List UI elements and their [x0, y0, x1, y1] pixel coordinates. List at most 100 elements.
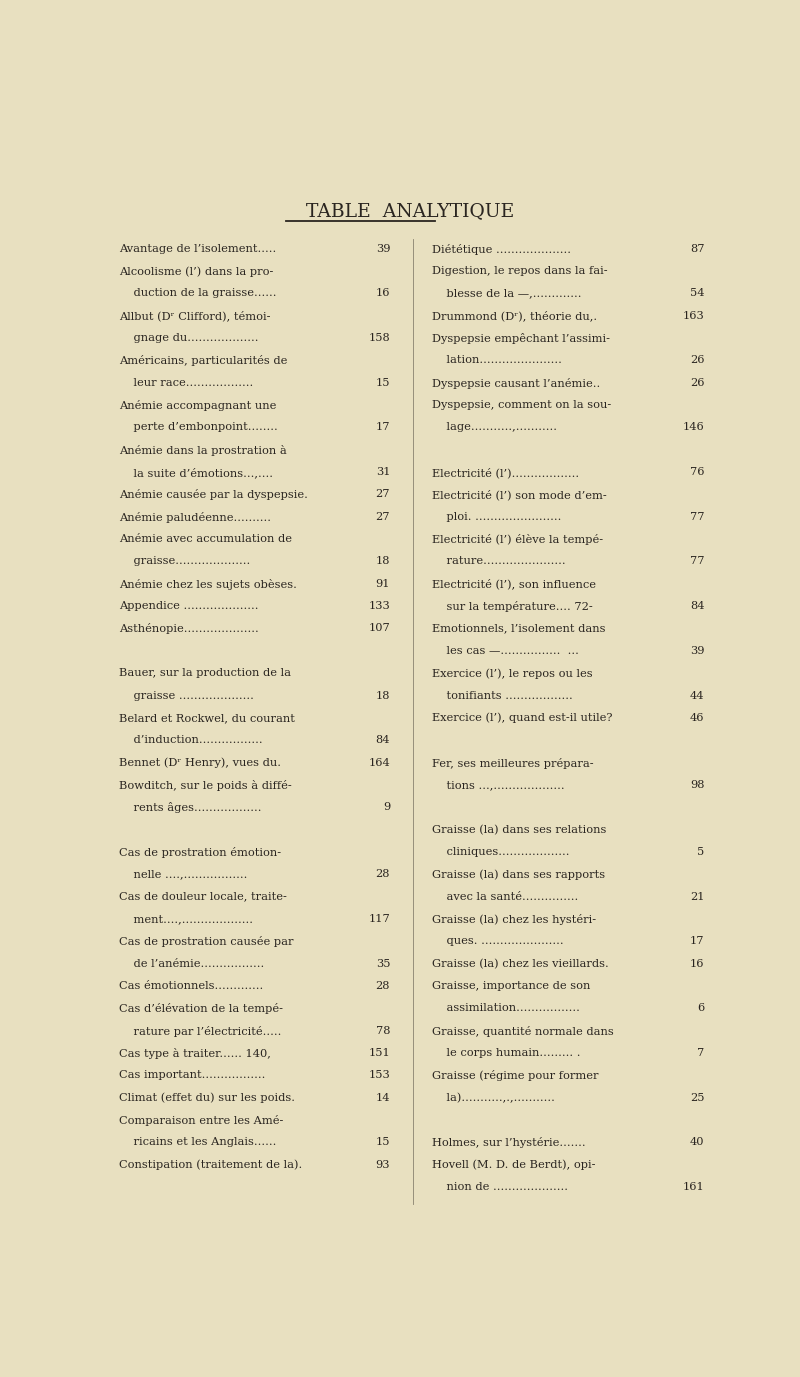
Text: 21: 21	[690, 891, 705, 902]
Text: cliniques...................: cliniques...................	[432, 847, 570, 856]
Text: Avantage de l’isolement.....: Avantage de l’isolement.....	[118, 244, 276, 253]
Text: tions ...,...................: tions ...,...................	[432, 779, 564, 790]
Text: 54: 54	[690, 288, 705, 299]
Text: Graisse (la) dans ses relations: Graisse (la) dans ses relations	[432, 825, 606, 834]
Text: Electricité (l’)..................: Electricité (l’)..................	[432, 467, 579, 478]
Text: Anémie paludéenne..........: Anémie paludéenne..........	[118, 512, 270, 523]
Text: Comparaison entre les Amé-: Comparaison entre les Amé-	[118, 1115, 283, 1126]
Text: 46: 46	[690, 713, 705, 723]
Text: 146: 146	[682, 423, 705, 432]
Text: 15: 15	[376, 1137, 390, 1147]
Text: nion de ....................: nion de ....................	[432, 1181, 568, 1192]
Text: 77: 77	[690, 556, 705, 566]
Text: 16: 16	[376, 288, 390, 299]
Text: Anémie avec accumulation de: Anémie avec accumulation de	[118, 534, 292, 544]
Text: rature......................: rature......................	[432, 556, 566, 566]
Text: tonifiants ..................: tonifiants ..................	[432, 690, 573, 701]
Text: Diététique ....................: Diététique ....................	[432, 244, 570, 255]
Text: Electricité (l’), son influence: Electricité (l’), son influence	[432, 578, 596, 589]
Text: perte d’embonpoint........: perte d’embonpoint........	[118, 423, 278, 432]
Text: Américains, particularités de: Américains, particularités de	[118, 355, 287, 366]
Text: 40: 40	[690, 1137, 705, 1147]
Text: sur la température.... 72-: sur la température.... 72-	[432, 602, 593, 613]
Text: 93: 93	[376, 1159, 390, 1169]
Text: Holmes, sur l’hystérie.......: Holmes, sur l’hystérie.......	[432, 1137, 586, 1148]
Text: Bennet (Dʳ Henry), vues du.: Bennet (Dʳ Henry), vues du.	[118, 757, 281, 768]
Text: 27: 27	[376, 512, 390, 522]
Text: 78: 78	[376, 1026, 390, 1036]
Text: 17: 17	[690, 936, 705, 946]
Text: Dyspepsie empêchant l’assimi-: Dyspepsie empêchant l’assimi-	[432, 333, 610, 344]
Text: 98: 98	[690, 779, 705, 790]
Text: Cas important.................: Cas important.................	[118, 1070, 265, 1081]
Text: Cas de prostration causée par: Cas de prostration causée par	[118, 936, 293, 947]
Text: Cas d’élévation de la tempé-: Cas d’élévation de la tempé-	[118, 1004, 282, 1015]
Text: les cas —................  ...: les cas —................ ...	[432, 646, 578, 655]
Text: 18: 18	[376, 690, 390, 701]
Text: 26: 26	[690, 355, 705, 365]
Text: Cas émotionnels.............: Cas émotionnels.............	[118, 980, 263, 991]
Text: rents âges..................: rents âges..................	[118, 803, 261, 814]
Text: Emotionnels, l’isolement dans: Emotionnels, l’isolement dans	[432, 624, 606, 633]
Text: Allbut (Dʳ Clifford), témoi-: Allbut (Dʳ Clifford), témoi-	[118, 311, 270, 321]
Text: 91: 91	[376, 578, 390, 589]
Text: 117: 117	[369, 914, 390, 924]
Text: Exercice (l’), le repos ou les: Exercice (l’), le repos ou les	[432, 668, 592, 679]
Text: 39: 39	[690, 646, 705, 655]
Text: Alcoolisme (l’) dans la pro-: Alcoolisme (l’) dans la pro-	[118, 266, 273, 277]
Text: 35: 35	[376, 958, 390, 968]
Text: ploi. .......................: ploi. .......................	[432, 512, 561, 522]
Text: Graisse (la) chez les hystéri-: Graisse (la) chez les hystéri-	[432, 914, 596, 925]
Text: 158: 158	[369, 333, 390, 343]
Text: graisse....................: graisse....................	[118, 556, 250, 566]
Text: le corps humain......... .: le corps humain......... .	[432, 1048, 580, 1058]
Text: Drummond (Dʳ), théorie du,.: Drummond (Dʳ), théorie du,.	[432, 311, 597, 321]
Text: lation......................: lation......................	[432, 355, 562, 365]
Text: 6: 6	[698, 1004, 705, 1013]
Text: 31: 31	[376, 467, 390, 476]
Text: 9: 9	[383, 803, 390, 812]
Text: 161: 161	[682, 1181, 705, 1192]
Text: leur race..................: leur race..................	[118, 377, 253, 388]
Text: graisse ....................: graisse ....................	[118, 690, 254, 701]
Text: 25: 25	[690, 1092, 705, 1103]
Text: Graisse (la) dans ses rapports: Graisse (la) dans ses rapports	[432, 869, 605, 880]
Text: Graisse, quantité normale dans: Graisse, quantité normale dans	[432, 1026, 614, 1037]
Text: Appendice ....................: Appendice ....................	[118, 602, 258, 611]
Text: Anémie accompagnant une: Anémie accompagnant une	[118, 401, 276, 412]
Text: 27: 27	[376, 489, 390, 500]
Text: blesse de la —,.............: blesse de la —,.............	[432, 288, 581, 299]
Text: 153: 153	[369, 1070, 390, 1081]
Text: 28: 28	[376, 980, 390, 991]
Text: Hovell (M. D. de Berdt), opi-: Hovell (M. D. de Berdt), opi-	[432, 1159, 595, 1170]
Text: Graisse (régime pour former: Graisse (régime pour former	[432, 1070, 598, 1081]
Text: Electricité (l’) son mode d’em-: Electricité (l’) son mode d’em-	[432, 489, 606, 500]
Text: 5: 5	[698, 847, 705, 856]
Text: Belard et Rockwel, du courant: Belard et Rockwel, du courant	[118, 713, 294, 723]
Text: nelle ....,.................: nelle ....,.................	[118, 869, 247, 880]
Text: 77: 77	[690, 512, 705, 522]
Text: 7: 7	[698, 1048, 705, 1058]
Text: Cas type à traiter...... 140,: Cas type à traiter...... 140,	[118, 1048, 270, 1059]
Text: ques. ......................: ques. ......................	[432, 936, 563, 946]
Text: Digestion, le repos dans la fai-: Digestion, le repos dans la fai-	[432, 266, 607, 275]
Text: 87: 87	[690, 244, 705, 253]
Text: Cas de douleur locale, traite-: Cas de douleur locale, traite-	[118, 891, 286, 902]
Text: 26: 26	[690, 377, 705, 388]
Text: 28: 28	[376, 869, 390, 880]
Text: 163: 163	[682, 311, 705, 321]
Text: Bowditch, sur le poids à diffé-: Bowditch, sur le poids à diffé-	[118, 779, 291, 790]
Text: 151: 151	[369, 1048, 390, 1058]
Text: Climat (effet du) sur les poids.: Climat (effet du) sur les poids.	[118, 1092, 294, 1103]
Text: 16: 16	[690, 958, 705, 968]
Text: TABLE  ANALYTIQUE: TABLE ANALYTIQUE	[306, 202, 514, 220]
Text: Bauer, sur la production de la: Bauer, sur la production de la	[118, 668, 290, 677]
Text: Asthénopie....................: Asthénopie....................	[118, 624, 258, 635]
Text: la)...........,.,...........: la)...........,.,...........	[432, 1092, 554, 1103]
Text: Anémie chez les sujets obèses.: Anémie chez les sujets obèses.	[118, 578, 297, 589]
Text: 17: 17	[376, 423, 390, 432]
Text: Anémie dans la prostration à: Anémie dans la prostration à	[118, 445, 286, 456]
Text: 76: 76	[690, 467, 705, 476]
Text: ment....,...................: ment....,...................	[118, 914, 253, 924]
Text: gnage du...................: gnage du...................	[118, 333, 258, 343]
